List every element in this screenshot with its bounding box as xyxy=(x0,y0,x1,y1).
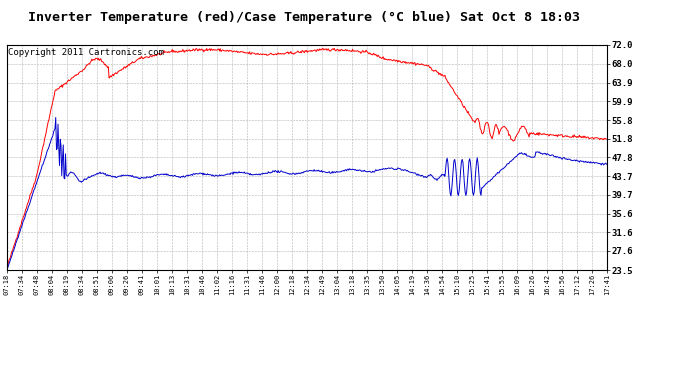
Text: Inverter Temperature (red)/Case Temperature (°C blue) Sat Oct 8 18:03: Inverter Temperature (red)/Case Temperat… xyxy=(28,11,580,24)
Text: Copyright 2011 Cartronics.com: Copyright 2011 Cartronics.com xyxy=(8,48,164,57)
